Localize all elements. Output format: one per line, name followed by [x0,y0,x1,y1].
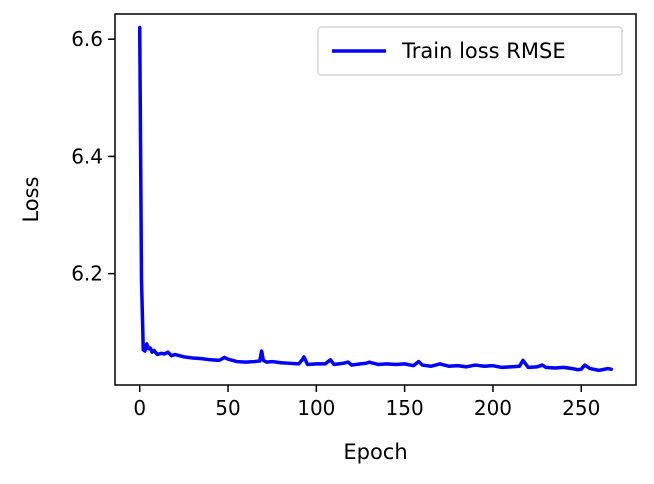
x-tick-label: 100 [297,396,335,420]
y-tick-label: 6.4 [71,144,103,168]
x-tick-label: 200 [474,396,512,420]
plot-background [115,14,636,385]
x-axis: 0 50 100 150 200 250 [133,385,600,420]
y-axis-label: Loss [19,176,43,222]
x-axis-label: Epoch [343,440,407,464]
x-tick-label: 0 [133,396,146,420]
y-tick-label: 6.6 [71,27,103,51]
series-layer [137,25,614,373]
plot-frame [114,13,637,386]
legend-box [317,26,623,76]
x-tick-label: 150 [386,396,424,420]
legend: Train loss RMSE [317,26,623,76]
legend-label-train-loss: Train loss RMSE [401,39,566,63]
x-tick-label: 250 [562,396,600,420]
y-axis: 6.2 6.4 6.6 [71,27,115,286]
x-tick-label: 50 [215,396,240,420]
series-line-0 [137,25,614,373]
y-tick-label: 6.2 [71,262,103,286]
